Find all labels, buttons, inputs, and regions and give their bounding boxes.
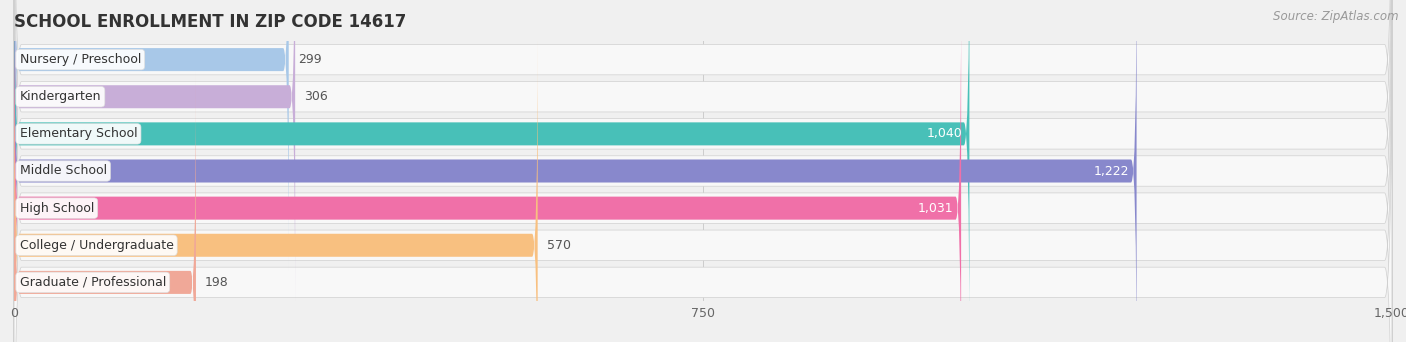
Text: 198: 198 xyxy=(205,276,229,289)
FancyBboxPatch shape xyxy=(14,0,1392,342)
Text: 570: 570 xyxy=(547,239,571,252)
Text: 306: 306 xyxy=(304,90,328,103)
Text: Graduate / Professional: Graduate / Professional xyxy=(20,276,166,289)
FancyBboxPatch shape xyxy=(14,0,1392,341)
FancyBboxPatch shape xyxy=(14,0,1392,342)
Text: 1,222: 1,222 xyxy=(1094,165,1129,177)
Text: Source: ZipAtlas.com: Source: ZipAtlas.com xyxy=(1274,10,1399,23)
FancyBboxPatch shape xyxy=(14,0,1392,342)
FancyBboxPatch shape xyxy=(14,0,962,342)
FancyBboxPatch shape xyxy=(14,71,195,342)
Text: College / Undergraduate: College / Undergraduate xyxy=(20,239,173,252)
FancyBboxPatch shape xyxy=(14,0,1136,342)
Text: Elementary School: Elementary School xyxy=(20,127,138,140)
Text: Kindergarten: Kindergarten xyxy=(20,90,101,103)
Text: 1,040: 1,040 xyxy=(927,127,962,140)
Text: 299: 299 xyxy=(298,53,322,66)
Text: SCHOOL ENROLLMENT IN ZIP CODE 14617: SCHOOL ENROLLMENT IN ZIP CODE 14617 xyxy=(14,13,406,31)
Text: Nursery / Preschool: Nursery / Preschool xyxy=(20,53,141,66)
Text: High School: High School xyxy=(20,202,94,215)
FancyBboxPatch shape xyxy=(14,0,1392,342)
FancyBboxPatch shape xyxy=(14,0,1392,342)
FancyBboxPatch shape xyxy=(14,0,295,308)
Text: Middle School: Middle School xyxy=(20,165,107,177)
Text: 1,031: 1,031 xyxy=(918,202,953,215)
FancyBboxPatch shape xyxy=(14,0,969,342)
FancyBboxPatch shape xyxy=(14,0,288,271)
FancyBboxPatch shape xyxy=(14,1,1392,342)
FancyBboxPatch shape xyxy=(14,34,537,342)
